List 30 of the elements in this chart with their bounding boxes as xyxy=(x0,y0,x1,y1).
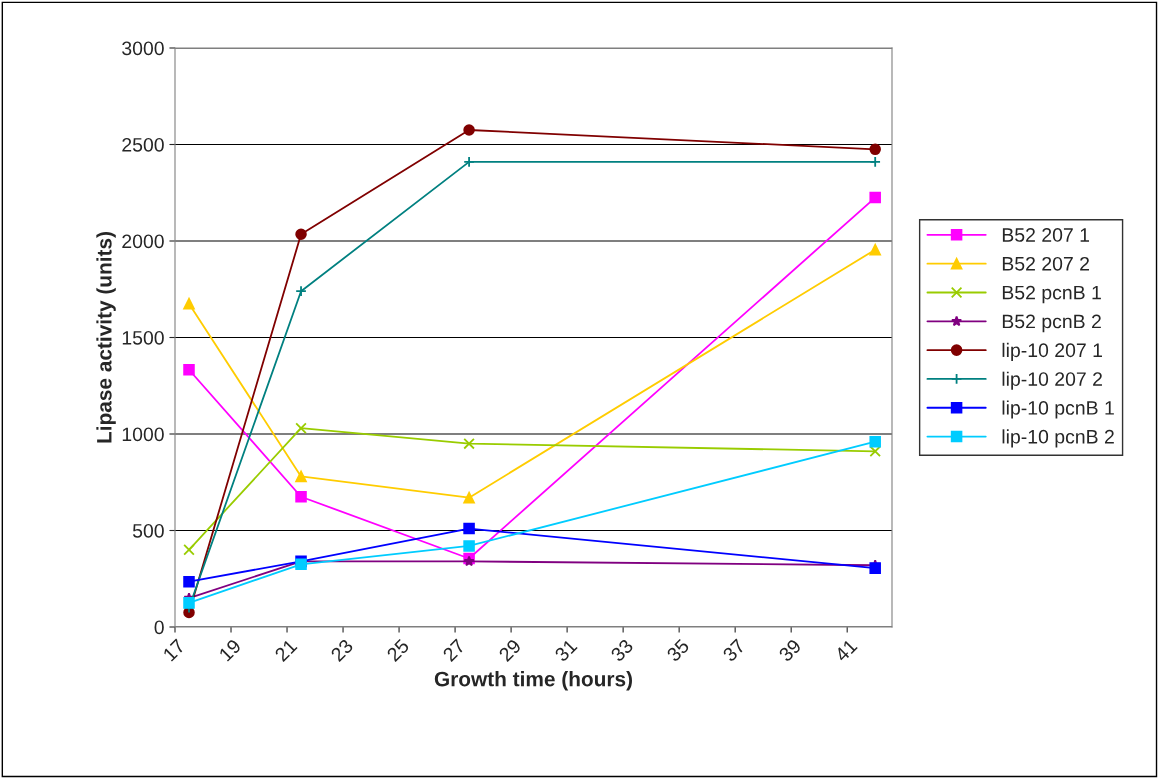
x-tick-label: 35 xyxy=(665,638,690,663)
y-tick-label: 2500 xyxy=(122,137,164,152)
y-tick-label: 1000 xyxy=(122,427,164,442)
legend-label: B52 207 1 xyxy=(1002,228,1090,242)
x-tick-label: 33 xyxy=(609,638,634,663)
legend-label: lip-10 207 2 xyxy=(1002,371,1102,390)
legend-label: B52 pcnB 1 xyxy=(1002,285,1101,304)
y-tick-label: 500 xyxy=(132,523,164,538)
x-tick-label: 23 xyxy=(330,638,354,663)
x-tick-label: 29 xyxy=(498,638,522,663)
legend-label: B52 207 2 xyxy=(1002,256,1089,271)
legend-label: lip-10 207 1 xyxy=(1002,342,1102,361)
legend-label: lip-10 pcnB 1 xyxy=(1002,400,1114,419)
x-tick-label: 17 xyxy=(162,638,186,662)
x-tick-label: 31 xyxy=(553,638,578,663)
legend-label: lip-10 pcnB 2 xyxy=(1002,429,1114,448)
x-axis-title: Growth time (hours) xyxy=(434,671,632,691)
y-tick-label: 0 xyxy=(154,620,164,635)
x-tick-label: 41 xyxy=(833,638,858,663)
x-tick-label: 25 xyxy=(386,638,410,663)
x-tick-label: 21 xyxy=(274,638,298,662)
y-axis-title: Lipase activity (units) xyxy=(96,232,116,443)
y-tick-label: 2000 xyxy=(122,234,164,249)
y-tick-label: 3000 xyxy=(122,41,164,56)
x-tick-label: 27 xyxy=(442,638,466,662)
legend-label: B52 pcnB 2 xyxy=(1002,314,1101,333)
x-tick-label: 19 xyxy=(218,638,242,662)
x-tick-label: 37 xyxy=(721,638,746,663)
y-tick-label: 1500 xyxy=(122,330,164,345)
x-tick-label: 39 xyxy=(778,638,802,663)
